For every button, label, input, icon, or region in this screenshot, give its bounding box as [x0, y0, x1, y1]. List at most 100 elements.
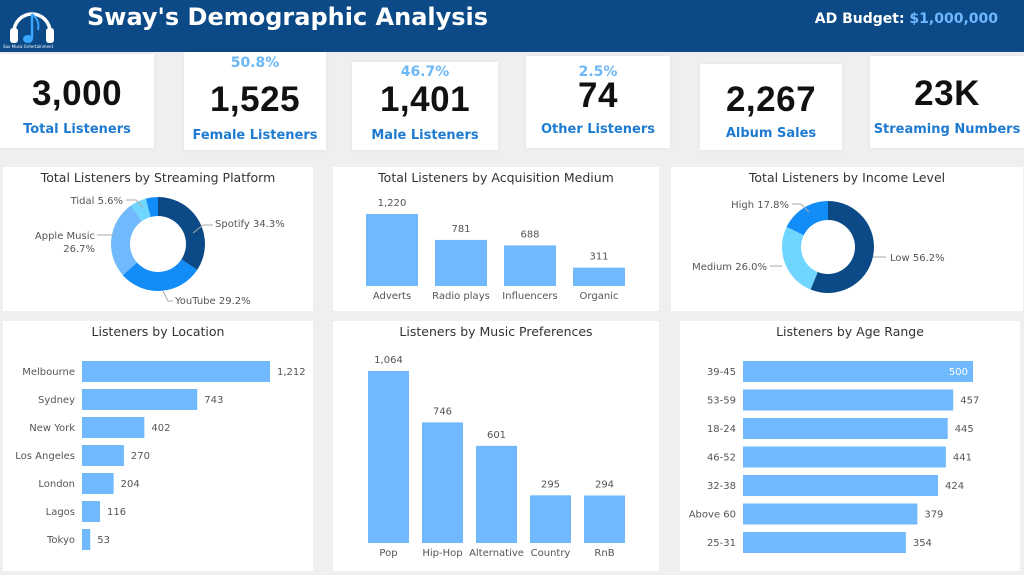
- chart-card-acquisition-medium: Total Listeners by Acquisition Medium 1,…: [333, 167, 659, 311]
- chart-title: Total Listeners by Streaming Platform: [40, 170, 276, 185]
- bar: [82, 417, 145, 438]
- donut-slice-youtube: [122, 259, 198, 291]
- data-label: 379: [924, 510, 943, 521]
- bar: [422, 422, 463, 543]
- category-label: Los Angeles: [15, 451, 75, 462]
- chart-card-age-range: Listeners by Age Range 39-45 500 53-59 457 1…: [680, 321, 1020, 571]
- data-label: 441: [953, 453, 972, 464]
- bar: [476, 445, 517, 543]
- ad-budget-label: AD Budget:: [814, 11, 905, 27]
- category-label: Pop: [379, 548, 397, 559]
- bar: [743, 532, 906, 553]
- category-label: Influencers: [502, 291, 557, 302]
- kpi-value: 74: [578, 76, 618, 115]
- kpi-label: Album Sales: [725, 126, 817, 141]
- category-label: Alternative: [469, 548, 524, 559]
- bar: [82, 445, 124, 466]
- donut-slice-unlabeled: [145, 197, 158, 217]
- kpi-value: 23K: [914, 74, 980, 113]
- category-label: 25-31: [707, 538, 736, 549]
- category-label: Melbourne: [22, 367, 75, 378]
- bar: [82, 473, 114, 494]
- kpi-label: Male Listeners: [371, 128, 479, 143]
- data-label: 204: [121, 479, 140, 490]
- data-label: 402: [151, 423, 170, 434]
- chart-card-streaming-platform: Total Listeners by Streaming Platform Sp…: [3, 167, 313, 311]
- data-label: 294: [595, 479, 614, 490]
- bar: [743, 503, 918, 525]
- category-label: New York: [29, 423, 75, 434]
- slice-label: Tidal 5.6%: [70, 196, 123, 207]
- data-label: 445: [955, 424, 974, 435]
- data-label: 311: [589, 252, 608, 263]
- data-label: 354: [913, 538, 932, 549]
- data-label: 53: [97, 535, 110, 546]
- bar: [368, 371, 409, 543]
- data-label: 1,220: [378, 198, 407, 209]
- category-label: Sydney: [38, 395, 75, 406]
- donut-slice-medium: [782, 226, 818, 290]
- chart-title: Listeners by Age Range: [776, 324, 924, 339]
- category-label: 46-52: [707, 453, 736, 464]
- acquisition-medium-bar-chart: 1,220 Adverts 781 Radio plays 688 Influencers…: [366, 198, 625, 302]
- streaming-platform-donut-chart: Spotify 34.3% YouTube 29.2% Apple Music 26.…: [35, 196, 285, 307]
- bar: [82, 389, 198, 410]
- slice-label: High 17.8%: [731, 200, 789, 211]
- leader-line: [162, 290, 173, 302]
- leader-line: [126, 199, 144, 208]
- kpi-value: 1,525: [209, 80, 301, 119]
- category-label: Hip-Hop: [422, 548, 462, 559]
- chart-card-location: Listeners by Location Melbourne 1,212 Sydn…: [3, 321, 313, 571]
- chart-title: Total Listeners by Income Level: [748, 170, 946, 185]
- chart-title: Total Listeners by Acquisition Medium: [378, 170, 614, 185]
- kpi-label: Total Listeners: [23, 122, 131, 137]
- slice-label: YouTube 29.2%: [174, 296, 251, 307]
- kpi-label: Female Listeners: [192, 128, 318, 143]
- kpi-total-listeners: 3,000 Total Listeners: [0, 54, 154, 148]
- donut-slice-tidal: [130, 198, 151, 222]
- kpi-male-listeners: 46.7% 1,401 Male Listeners: [352, 62, 498, 150]
- bar: [366, 214, 418, 286]
- category-label: 32-38: [707, 481, 736, 492]
- bar: [435, 239, 487, 286]
- header-bar: Sax Music Entertainment Sway's Demograph…: [0, 0, 1024, 52]
- leader-line: [792, 203, 810, 213]
- data-label: 295: [541, 479, 560, 490]
- donut-slice-spotify: [158, 197, 205, 270]
- data-label: 781: [451, 224, 470, 235]
- bar: [743, 446, 946, 468]
- kpi-value: 1,401: [379, 80, 471, 119]
- bar: [530, 495, 571, 543]
- age-range-bar-chart: 39-45 500 53-59 457 18-24 445 46-52 441 32-38 424…: [689, 361, 979, 553]
- category-label: RnB: [594, 548, 614, 559]
- headphones-music-logo-icon: [10, 12, 54, 43]
- data-label: 116: [107, 507, 126, 518]
- data-label: 746: [433, 406, 452, 417]
- data-label: 1,212: [277, 367, 306, 378]
- kpi-female-listeners: 50.8% 1,525 Female Listeners: [184, 52, 326, 150]
- category-label: Organic: [580, 291, 619, 302]
- bar: [743, 418, 948, 439]
- kpi-percent: 50.8%: [230, 55, 280, 71]
- category-label: Tokyo: [46, 535, 75, 546]
- ad-budget-value: $1,000,000: [909, 11, 998, 27]
- bar: [504, 245, 556, 286]
- category-label: Above 60: [689, 510, 736, 521]
- donut-slice-apple-music: [111, 205, 142, 276]
- dashboard-title: Sway's Demographic Analysis: [87, 3, 489, 31]
- kpi-percent: 2.5%: [578, 64, 618, 80]
- category-label: Lagos: [46, 507, 75, 518]
- kpi-album-sales: 2,267 Album Sales: [700, 64, 842, 150]
- data-label: 500: [949, 367, 968, 378]
- kpi-value: 2,267: [725, 80, 817, 119]
- data-label: 601: [487, 430, 506, 441]
- data-label: 424: [945, 481, 964, 492]
- category-label: 53-59: [707, 396, 736, 407]
- slice-label: 26.7%: [63, 244, 95, 255]
- data-label: 743: [204, 395, 223, 406]
- logo-caption: Sax Music Entertainment: [3, 44, 54, 49]
- donut-slice-high: [786, 201, 828, 236]
- kpi-label: Other Listeners: [540, 122, 655, 137]
- category-label: Country: [531, 548, 571, 559]
- slice-label: Medium 26.0%: [692, 262, 767, 273]
